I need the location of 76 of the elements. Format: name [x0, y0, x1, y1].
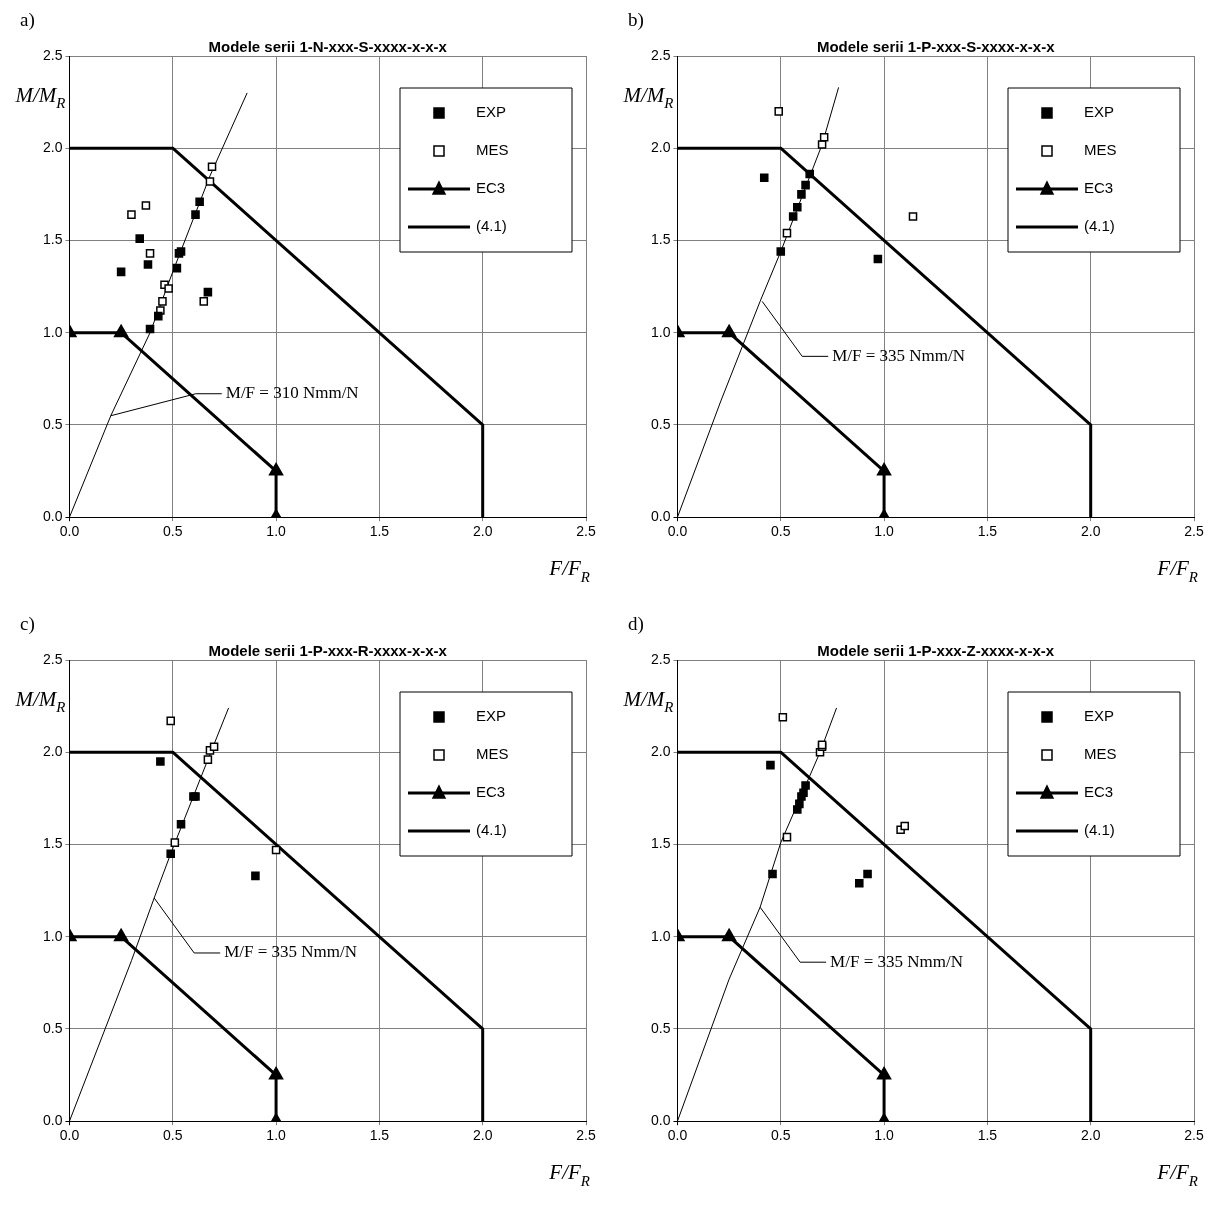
y-tick-label: 0.5 — [650, 415, 671, 432]
legend-label: MES — [1084, 141, 1117, 159]
y-tick-label: 2.0 — [42, 743, 63, 760]
legend-label: (4.1) — [1084, 821, 1115, 839]
legend-label: EC3 — [476, 179, 506, 197]
y-tick-label: 0.0 — [650, 508, 671, 525]
x-tick-label: 1.0 — [266, 1127, 287, 1144]
y-tick-label: 1.0 — [42, 323, 63, 340]
y-tick-label: 2.5 — [42, 46, 63, 63]
x-tick-label: 0.0 — [667, 523, 688, 540]
legend-label: MES — [476, 745, 509, 763]
legend-label: (4.1) — [476, 821, 507, 839]
x-tick-label: 1.5 — [369, 523, 390, 540]
x-tick-label: 2.0 — [1080, 1127, 1101, 1144]
y-tick-label: 1.5 — [650, 835, 671, 852]
x-tick-label: 0.5 — [771, 523, 791, 540]
y-tick-label: 1.0 — [650, 323, 671, 340]
chart-title: Modele serii 1-N-xxx-S-xxxx-x-x-x — [208, 38, 448, 55]
x-tick-label: 2.5 — [576, 523, 596, 540]
y-tick-label: 0.5 — [650, 1019, 671, 1036]
x-tick-label: 2.0 — [472, 523, 493, 540]
y-tick-label: 0.5 — [42, 415, 63, 432]
x-tick-label: 2.0 — [1080, 523, 1101, 540]
legend-label: (4.1) — [1084, 217, 1115, 235]
legend-label: EXP — [1084, 707, 1115, 725]
x-tick-label: 0.5 — [771, 1127, 791, 1144]
y-tick-label: 2.5 — [42, 650, 63, 667]
y-tick-label: 0.5 — [42, 1019, 63, 1036]
annotation: M/F = 335 Nmm/N — [830, 951, 963, 971]
legend-label: EXP — [476, 103, 507, 121]
y-tick-label: 2.5 — [650, 650, 671, 667]
legend-label: EC3 — [1084, 179, 1114, 197]
x-tick-label: 0.0 — [59, 523, 80, 540]
x-tick-label: 1.5 — [369, 1127, 390, 1144]
x-tick-label: 2.5 — [576, 1127, 596, 1144]
x-tick-label: 1.0 — [874, 523, 895, 540]
text: d) — [628, 613, 644, 635]
text: c) — [20, 613, 35, 635]
x-tick-label: 0.0 — [667, 1127, 688, 1144]
y-tick-label: 1.0 — [650, 927, 671, 944]
y-tick-label: 1.0 — [42, 927, 63, 944]
chart-title: Modele serii 1-P-xxx-Z-xxxx-x-x-x — [817, 642, 1055, 659]
x-tick-label: 1.0 — [874, 1127, 895, 1144]
legend-label: MES — [1084, 745, 1117, 763]
y-tick-label: 2.0 — [42, 139, 63, 156]
y-tick-label: 1.5 — [42, 835, 63, 852]
legend-label: (4.1) — [476, 217, 507, 235]
x-tick-label: 0.5 — [163, 523, 183, 540]
y-tick-label: 2.0 — [650, 139, 671, 156]
text: a) — [20, 9, 35, 31]
y-tick-label: 0.0 — [650, 1112, 671, 1129]
y-tick-label: 0.0 — [42, 508, 63, 525]
chart-title: Modele serii 1-P-xxx-S-xxxx-x-x-x — [816, 38, 1056, 55]
legend-label: EC3 — [1084, 783, 1114, 801]
y-tick-label: 1.5 — [42, 231, 63, 248]
chart-title: Modele serii 1-P-xxx-R-xxxx-x-x-x — [208, 642, 448, 659]
x-tick-label: 1.5 — [977, 523, 998, 540]
x-tick-label: 2.0 — [472, 1127, 493, 1144]
x-tick-label: 0.0 — [59, 1127, 80, 1144]
annotation: M/F = 310 Nmm/N — [225, 383, 359, 403]
y-tick-label: 0.0 — [42, 1112, 63, 1129]
legend-label: EXP — [476, 707, 507, 725]
text: b) — [628, 9, 644, 31]
legend-label: EXP — [1084, 103, 1115, 121]
y-tick-label: 2.5 — [650, 46, 671, 63]
y-tick-label: 1.5 — [650, 231, 671, 248]
legend-label: EC3 — [476, 783, 506, 801]
x-tick-label: 1.5 — [977, 1127, 998, 1144]
y-tick-label: 2.0 — [650, 743, 671, 760]
x-tick-label: 2.5 — [1184, 523, 1204, 540]
annotation: M/F = 335 Nmm/N — [832, 345, 966, 365]
x-tick-label: 0.5 — [163, 1127, 183, 1144]
annotation: M/F = 335 Nmm/N — [224, 942, 358, 962]
legend-label: MES — [476, 141, 509, 159]
x-tick-label: 1.0 — [266, 523, 287, 540]
x-tick-label: 2.5 — [1184, 1127, 1204, 1144]
